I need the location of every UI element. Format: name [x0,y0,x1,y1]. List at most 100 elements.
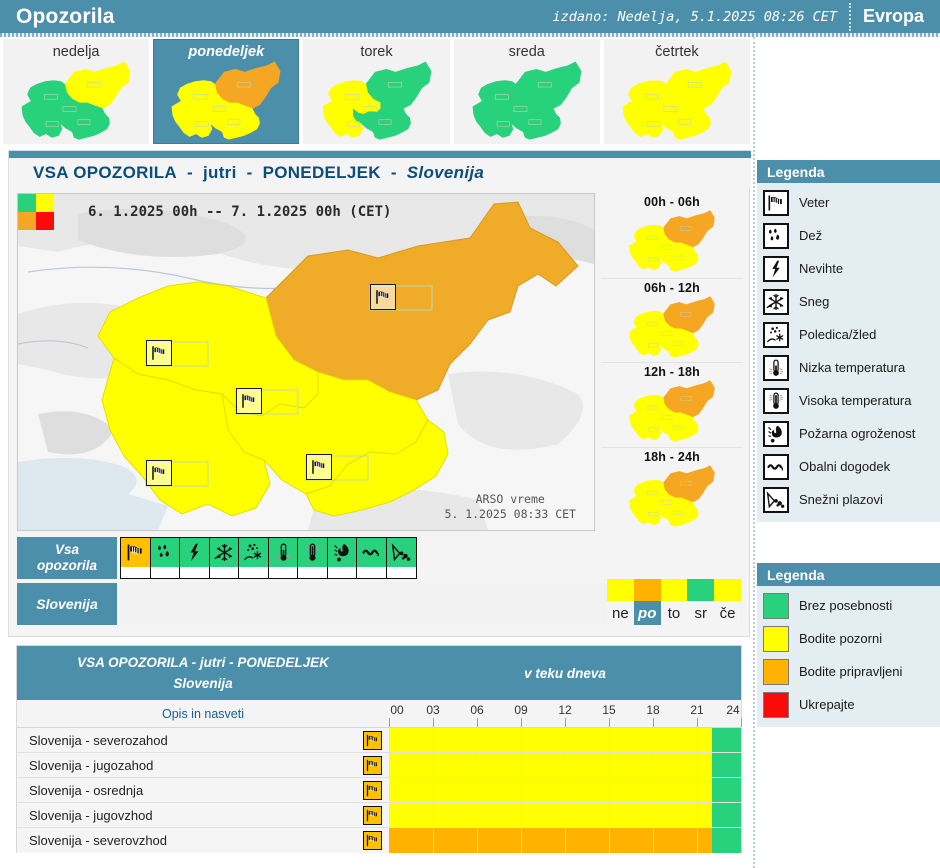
period-thumbnail-3[interactable]: 18h - 24h [601,446,743,531]
toolbar-rain-icon[interactable] [149,537,181,579]
toolbar-icon-footer [180,567,209,578]
warning-segment [711,803,741,827]
day-tab-map [304,60,448,144]
bar-gridline [433,753,434,777]
toolbar-icon-footer [121,567,150,578]
bar-gridline [521,803,522,827]
legend-item-coastal-event: Obalni dogodek [757,450,940,483]
legend-item-label: Obalni dogodek [799,459,891,474]
day-tab-četrtek[interactable]: četrtek [603,39,751,144]
period-thumbnail-label: 00h - 06h [644,195,700,209]
mini-day-če[interactable]: če [714,579,741,626]
main-panel: VSA OPOZORILA - jutri - PONEDELJEK - Slo… [8,150,751,637]
legend-item-snow: Sneg [757,285,940,318]
bar-gridline [697,778,698,802]
hour-tick-label: 12 [558,703,572,717]
table-row[interactable]: Slovenija - osrednja [17,778,741,803]
row-phenomenon-cell [355,778,389,802]
legend-item-wind: Veter [757,186,940,219]
period-thumbnail-map [601,209,743,275]
toolbar-low-temperature-icon[interactable] [267,537,299,579]
timeline-bar [389,778,741,802]
tab-europa[interactable]: Evropa [862,6,924,26]
map-credit-time: 5. 1.2025 08:33 CET [444,507,576,521]
legend-level-swatch [763,592,789,619]
legend-levels-body: Brez posebnosti Bodite pozorni Bodite prip… [757,586,940,727]
day-tab-map [605,60,749,144]
toolbar-snow-icon[interactable] [208,537,240,579]
heading-part-country: Slovenija [406,163,485,182]
hour-tick-line [609,718,610,727]
day-tab-sreda[interactable]: sreda [453,39,600,144]
map-marker-wind-icon[interactable] [306,454,332,480]
legend-phenomena-title: Legenda [757,160,940,183]
legend-phenomena: Legenda Veter Dež Nevihte Sneg Poledica/žled… [757,160,940,522]
day-tabs: nedelja ponedeljek torek sreda četrtek [0,37,753,147]
toolbar-icon-footer [327,567,357,578]
heading-part-day: PONEDELJEK [262,163,381,182]
row-wind-icon [362,730,382,750]
toolbar-high-temperature-icon[interactable] [297,537,328,579]
legend-level-label: Bodite pozorni [799,631,883,646]
warning-segment [389,728,712,752]
table-row[interactable]: Slovenija - severovzhod [17,828,741,853]
bar-gridline [433,828,434,853]
day-tab-label: nedelja [52,44,100,60]
period-thumbnail-2[interactable]: 12h - 18h [601,362,743,447]
mini-day-sr[interactable]: sr [687,579,715,626]
sidebar-divider [753,37,755,868]
legend-item-avalanche: Snežni plazovi [757,483,940,516]
table-row[interactable]: Slovenija - severozahod [17,728,741,753]
toolbar-avalanche-icon[interactable] [385,537,417,579]
hour-tick-line [389,718,390,727]
row-wind-icon [362,805,382,825]
legend-item-ice: Poledica/žled [757,318,940,351]
toolbar-thunderstorm-icon[interactable] [179,537,210,579]
toolbar-icon-footer [357,567,386,578]
warning-segment [711,753,741,777]
table-row[interactable]: Slovenija - jugovzhod [17,803,741,828]
day-tab-torek[interactable]: torek [303,39,450,144]
main-map[interactable]: 6. 1.2025 00h -- 7. 1.2025 00h (CET) ARS… [17,193,595,531]
ice-icon [763,321,789,348]
period-thumbnail-label: 18h - 24h [644,449,700,464]
bar-gridline [521,753,522,777]
bar-gridline [565,828,566,853]
warning-segment [711,828,741,853]
period-thumbnail-0[interactable]: 00h - 06h [601,193,743,278]
toolbar-row-label: Vsa opozorila [17,537,117,579]
table-row[interactable]: Slovenija - jugozahod [17,753,741,778]
hour-tick-label: 00 [390,703,404,717]
mini-day-ne[interactable]: ne [607,579,634,626]
legend-item-label: Visoka temperatura [799,393,912,408]
period-thumbnail-1[interactable]: 06h - 12h [601,277,743,362]
legend-levels-title: Legenda [757,563,940,586]
hour-axis: 00 03 06 09 12 15 18 21 24 [389,700,742,727]
hour-tick-line [477,718,478,727]
legend-item-rain: Dež [757,219,940,252]
day-tab-nedelja[interactable]: nedelja [3,39,150,144]
toolbar-fire-risk-icon[interactable] [326,537,358,579]
timeline-bar [389,828,741,853]
toolbar-ice-icon[interactable] [238,537,269,579]
map-marker-wind-icon[interactable] [236,388,262,414]
period-thumbnail-map [601,379,743,445]
day-tab-label: četrtek [655,44,699,60]
day-tab-ponedeljek[interactable]: ponedeljek [153,39,300,144]
color-key-swatch-3 [36,212,54,230]
mini-day-po[interactable]: po [633,579,661,626]
row-wind-icon [362,831,382,850]
map-marker-wind-icon[interactable] [370,284,396,310]
heading-sep-1: - [187,163,193,182]
warnings-table: VSA OPOZORILA - jutri - PONEDELJEK Slove… [16,645,742,853]
legend-level-label: Ukrepajte [799,697,855,712]
toolbar-coastal-event-icon[interactable] [356,537,387,579]
toolbar-wind-icon[interactable] [120,537,151,579]
description-column-header[interactable]: Opis in nasveti [162,706,244,721]
mini-day-to[interactable]: to [660,579,688,626]
legend-item-label: Poledica/žled [799,327,877,342]
snow-icon [763,288,789,315]
map-marker-wind-icon[interactable] [146,460,172,486]
map-valid-range: 6. 1.2025 00h -- 7. 1.2025 00h (CET) [88,204,392,220]
map-marker-wind-icon[interactable] [146,340,172,366]
